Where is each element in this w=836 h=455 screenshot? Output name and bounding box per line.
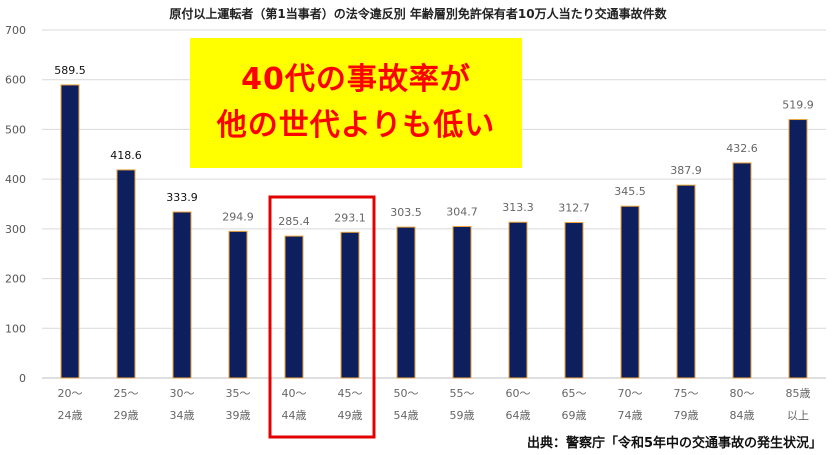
bar (620, 205, 640, 379)
x-tick-label: 55〜 (450, 387, 475, 400)
x-axis-ticks: 20〜 24歳 25〜 29歳 30〜 34歳 35〜 39歳 40〜 44歳 45〜 49歳 50〜 5… (58, 387, 811, 422)
y-tick-label: 700 (5, 24, 26, 37)
x-tick-label: 50〜 (394, 387, 419, 400)
callout-line-1: 40代の事故率が (241, 62, 471, 97)
x-tick-label: 34歳 (170, 409, 195, 422)
data-label: 294.9 (222, 210, 254, 223)
x-tick-label: 29歳 (114, 409, 139, 422)
data-label: 303.5 (390, 206, 422, 219)
y-tick-label: 200 (5, 273, 26, 286)
x-tick-label: 40〜 (282, 387, 307, 400)
bar (508, 221, 528, 379)
y-tick-label: 500 (5, 123, 26, 136)
y-axis-ticks: 0 100 200 300 400 500 600 700 (5, 24, 26, 385)
bar (116, 169, 136, 379)
bar (452, 226, 472, 379)
x-tick-label: 30〜 (170, 387, 195, 400)
source-note: 出典：警察庁「令和5年中の交通事故の発生状況」 (526, 436, 822, 451)
bar (60, 84, 80, 379)
callout-line-2: 他の世代よりも低い (216, 108, 496, 143)
x-tick-label: 65〜 (562, 387, 587, 400)
bar (676, 184, 696, 379)
y-tick-label: 300 (5, 223, 26, 236)
bar (284, 235, 304, 379)
bars (60, 84, 808, 379)
bar (788, 119, 808, 379)
data-label: 293.1 (334, 211, 366, 224)
data-label: 333.9 (166, 191, 198, 204)
data-label: 387.9 (670, 164, 702, 177)
data-labels: 589.5 418.6 333.9 294.9 285.4 293.1 303.5 304.7… (54, 64, 814, 228)
x-tick-label: 80〜 (730, 387, 755, 400)
x-tick-label: 75〜 (674, 387, 699, 400)
x-tick-label: 85歳 (786, 387, 811, 400)
x-tick-label: 35〜 (226, 387, 251, 400)
x-tick-label: 以上 (787, 409, 809, 422)
bar (340, 231, 360, 379)
data-label: 345.5 (614, 185, 646, 198)
y-tick-label: 400 (5, 173, 26, 186)
data-label: 519.9 (782, 99, 814, 112)
bar (228, 230, 248, 379)
x-tick-label: 84歳 (730, 409, 755, 422)
x-tick-label: 25〜 (114, 387, 139, 400)
chart-title: 原付以上運転者（第1当事者）の法令違反別 年齢層別免許保有者10万人当たり交通事… (169, 6, 667, 21)
x-tick-label: 69歳 (562, 409, 587, 422)
data-label: 432.6 (726, 142, 758, 155)
x-tick-label: 24歳 (58, 409, 83, 422)
x-tick-label: 64歳 (506, 409, 531, 422)
bar (732, 162, 752, 379)
highlight-box (268, 195, 376, 439)
data-label: 313.3 (502, 201, 534, 214)
data-label: 312.7 (558, 202, 590, 215)
y-tick-label: 100 (5, 322, 26, 335)
x-tick-label: 74歳 (618, 409, 643, 422)
x-tick-label: 70〜 (618, 387, 643, 400)
data-label: 285.4 (278, 215, 310, 228)
x-tick-label: 54歳 (394, 409, 419, 422)
bar (564, 222, 584, 379)
x-tick-label: 79歳 (674, 409, 699, 422)
data-label: 304.7 (446, 206, 478, 219)
y-tick-label: 600 (5, 74, 26, 87)
x-tick-label: 45〜 (338, 387, 363, 400)
x-tick-label: 60〜 (506, 387, 531, 400)
data-label: 418.6 (110, 149, 142, 162)
callout-box: 40代の事故率が 他の世代よりも低い (190, 38, 522, 168)
highlight-box-layer (268, 195, 376, 439)
bar (172, 211, 192, 379)
x-tick-label: 59歳 (450, 409, 475, 422)
bar (396, 226, 416, 379)
data-label: 589.5 (54, 64, 86, 77)
x-tick-label: 39歳 (226, 409, 251, 422)
x-tick-label: 49歳 (338, 409, 363, 422)
y-tick-label: 0 (19, 372, 26, 385)
x-tick-label: 20〜 (58, 387, 83, 400)
x-tick-label: 44歳 (282, 409, 307, 422)
